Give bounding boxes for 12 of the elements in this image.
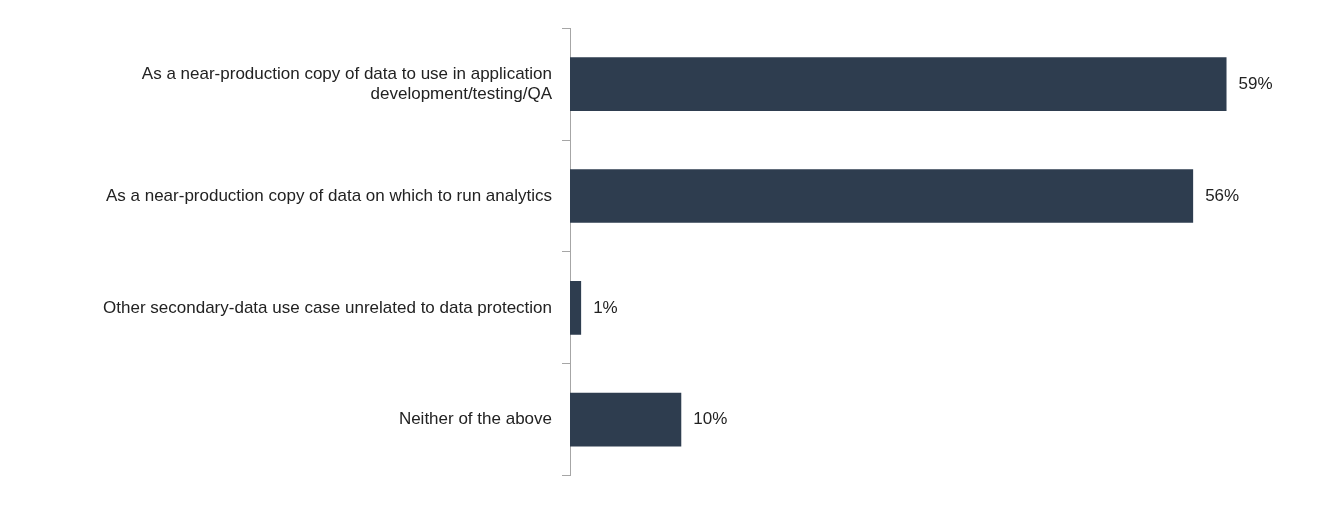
- bar: [570, 392, 682, 447]
- bar: [570, 57, 1227, 111]
- data-label: 59%: [1238, 73, 1273, 93]
- y-tick-label: As a near-production copy of data on which to run analytics: [105, 185, 552, 205]
- y-tick-label: As a near-production copy of data to use in application development/testing/QA: [141, 63, 553, 104]
- bar: [570, 280, 582, 335]
- y-tick-label: Neither of the above: [398, 409, 552, 429]
- bar: [570, 169, 1194, 223]
- y-tick-label: Other secondary-data use case unrelated to data protection: [103, 297, 552, 317]
- data-label: 10%: [693, 409, 728, 429]
- data-label: 56%: [1205, 185, 1240, 205]
- data-label: 1%: [593, 297, 618, 317]
